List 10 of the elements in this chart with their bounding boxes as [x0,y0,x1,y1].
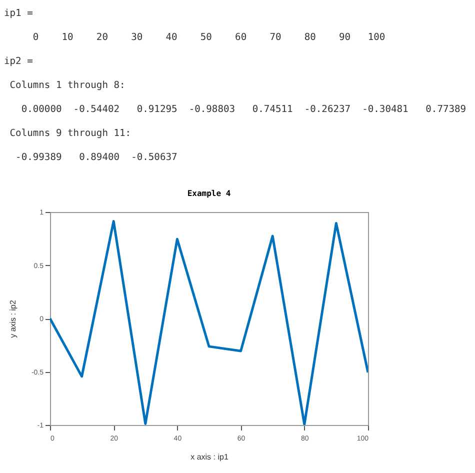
y-axis-title: y axis : ip2 [8,300,18,338]
text: ip1 = [4,8,34,21]
text: 0 10 20 30 40 50 60 70 80 90 100 [32,32,386,45]
text: 0.00000 -0.54402 0.91295 -0.98803 0.74511 -0.26237 -0.30481 0.77389 [20,104,468,117]
text: Columns 9 through 11: [8,128,132,141]
x-axis-title: x axis : ip1 [190,452,229,462]
text: Columns 1 through 8: [8,80,126,93]
text: -0.99389 0.89400 -0.50637 [14,152,178,165]
chart-title: Example 4 [187,189,231,198]
text: ip2 = [4,56,34,69]
